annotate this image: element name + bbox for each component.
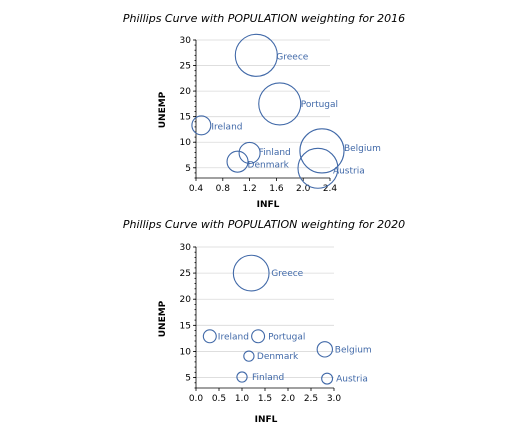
y-tick-label: 5 (185, 374, 191, 384)
x-tick-label: 0.5 (212, 394, 226, 404)
bubble-label-portugal: Portugal (268, 332, 305, 342)
y-tick-label: 20 (180, 87, 192, 97)
x-tick-label: 1.2 (242, 184, 256, 194)
x-axis-label: INFL (257, 200, 280, 210)
chart-2020: Phillips Curve with POPULATION weighting… (123, 218, 405, 425)
bubble-austria (321, 372, 334, 385)
x-tick-label: 2.5 (304, 394, 318, 404)
y-tick-label: 25 (180, 269, 191, 279)
bubble-greece (234, 33, 278, 77)
x-tick-label: 0.4 (189, 184, 204, 194)
y-tick-label: 15 (180, 113, 191, 123)
y-tick-label: 30 (180, 36, 192, 46)
x-tick-label: 1.5 (258, 394, 272, 404)
y-axis-label: UNEMP (158, 300, 168, 337)
x-tick-label: 1.0 (235, 394, 250, 404)
x-axis-label: INFL (255, 415, 278, 425)
bubble-belgium (316, 341, 333, 358)
bubble-label-belgium: Belgium (335, 345, 372, 355)
bubble-finland (236, 371, 248, 383)
bubble-belgium (299, 128, 345, 174)
bubble-label-austria: Austria (336, 375, 368, 385)
bubble-denmark (243, 350, 255, 362)
bubble-label-denmark: Denmark (257, 352, 299, 362)
y-tick-label: 10 (180, 138, 192, 148)
x-tick-label: 2.0 (281, 394, 296, 404)
x-tick-label: 1.6 (269, 184, 284, 194)
chart-title: Phillips Curve with POPULATION weighting… (123, 218, 405, 231)
bubble-ireland (191, 115, 212, 136)
chart-2016: Phillips Curve with POPULATION weighting… (123, 12, 405, 210)
bubble-denmark (226, 150, 249, 173)
bubble-portugal (251, 329, 266, 344)
x-tick-label: 0.0 (189, 394, 204, 404)
x-tick-label: 2.4 (323, 184, 338, 194)
y-tick-label: 25 (180, 62, 191, 72)
y-tick-label: 20 (180, 295, 192, 305)
y-tick-label: 30 (180, 243, 192, 253)
bubble-portugal (258, 82, 302, 126)
x-tick-label: 2.0 (296, 184, 311, 194)
bubble-ireland (202, 329, 217, 344)
bubble-finland (238, 141, 261, 165)
x-tick-label: 0.8 (216, 184, 231, 194)
x-tick-label: 3.0 (327, 394, 342, 404)
bubble-label-finland: Finland (252, 373, 284, 383)
bubble-label-belgium: Belgium (344, 144, 381, 154)
y-tick-label: 5 (185, 164, 191, 174)
bubble-austria (297, 147, 339, 189)
bubble-greece (232, 254, 270, 292)
bubble-label-ireland: Ireland (218, 332, 249, 342)
bubble-label-finland: Finland (259, 148, 291, 158)
bubble-label-ireland: Ireland (211, 122, 242, 132)
chart-title: Phillips Curve with POPULATION weighting… (123, 12, 405, 25)
bubble-label-greece: Greece (276, 52, 308, 62)
bubble-label-portugal: Portugal (301, 100, 338, 110)
y-tick-label: 10 (180, 347, 192, 357)
bubble-label-denmark: Denmark (248, 161, 290, 171)
bubble-label-greece: Greece (271, 269, 303, 279)
y-axis-label: UNEMP (158, 91, 168, 128)
bubble-label-austria: Austria (333, 166, 365, 176)
y-tick-label: 15 (180, 321, 191, 331)
